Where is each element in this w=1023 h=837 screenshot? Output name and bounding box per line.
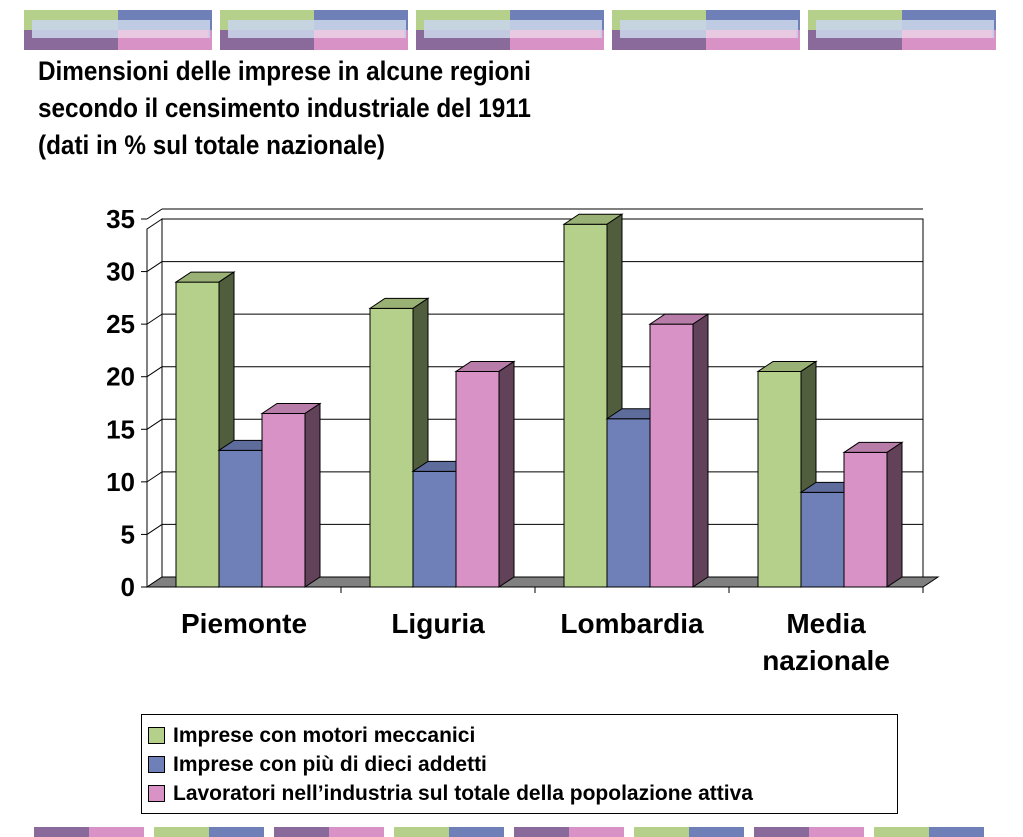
bar-side: [692, 313, 709, 588]
gridline-side: [146, 366, 163, 378]
gridline-side: [146, 208, 163, 220]
bar: [842, 441, 904, 588]
banner-highlight: [314, 30, 404, 38]
title-line-1: Dimensioni delle imprese in alcune regio…: [38, 56, 531, 86]
banner-block-4: [612, 10, 800, 50]
legend-item-addetti: Imprese con più di dieci addetti: [148, 750, 897, 779]
x-category-label: Media: [786, 608, 866, 639]
bar-front: [412, 470, 457, 588]
bar-side: [498, 360, 515, 588]
title-line-3: (dati in % sul totale nazionale): [38, 130, 385, 160]
bar: [260, 402, 322, 588]
bottom-banner-cell: [274, 827, 329, 837]
y-tick-label: 10: [106, 467, 135, 497]
bar: [454, 360, 516, 588]
legend-label: Imprese con motori meccanici: [173, 723, 476, 747]
bottom-banner-cell: [34, 827, 89, 837]
bottom-banner-cell: [634, 827, 689, 837]
chart-legend: Imprese con motori meccanici Imprese con…: [141, 714, 898, 814]
bar-front: [175, 281, 220, 588]
bar-front: [218, 449, 263, 588]
bottom-banner-cell: [209, 827, 264, 837]
bar-side: [886, 441, 903, 588]
bar-front: [261, 413, 306, 588]
bottom-banner-cell: [754, 827, 809, 837]
legend-item-lavoratori: Lavoratori nell’industria sul totale del…: [148, 779, 897, 808]
chart-title: Dimensioni delle imprese in alcune regio…: [38, 53, 686, 164]
x-category-label: nazionale: [762, 645, 890, 676]
bar-front: [563, 223, 608, 588]
gridline-side: [146, 418, 163, 430]
bar-front: [369, 307, 414, 588]
bottom-banner-cell: [929, 827, 984, 837]
y-tick-label: 20: [106, 362, 135, 392]
bars: [174, 213, 904, 588]
legend-item-motori: Imprese con motori meccanici: [148, 721, 897, 750]
y-tick-label: 15: [106, 414, 135, 444]
bottom-banner-cell: [154, 827, 209, 837]
bar: [756, 360, 818, 588]
gridline-side: [146, 471, 163, 483]
bottom-banner-cell: [394, 827, 449, 837]
bar-front: [843, 451, 888, 588]
banner-block-5: [808, 10, 996, 50]
bar-front: [649, 323, 694, 588]
bar-front: [757, 370, 802, 588]
y-tick-label: 35: [106, 204, 135, 234]
bar-front: [606, 418, 651, 588]
legend-label: Lavoratori nell’industria sul totale del…: [173, 781, 753, 805]
x-category-label: Lombardia: [560, 608, 704, 639]
legend-swatch-green: [148, 727, 165, 744]
bar: [648, 313, 710, 588]
legend-label: Imprese con più di dieci addetti: [173, 752, 487, 776]
gridline-side: [146, 524, 163, 535]
y-tick-label: 5: [121, 519, 135, 549]
bottom-decorative-banner: [34, 827, 984, 837]
legend-swatch-blue: [148, 756, 165, 773]
banner-highlight: [902, 30, 992, 38]
y-tick-label: 30: [106, 257, 135, 287]
bottom-banner-cell: [449, 827, 504, 837]
bar-side: [304, 402, 321, 588]
banner-block-2: [220, 10, 408, 50]
banner-block-1: [24, 10, 212, 50]
legend-swatch-pink: [148, 785, 165, 802]
banner-block-3: [416, 10, 604, 50]
bottom-banner-cell: [689, 827, 744, 837]
banner-highlight: [706, 30, 796, 38]
bottom-banner-cell: [89, 827, 144, 837]
bottom-banner-cell: [809, 827, 864, 837]
top-decorative-banner: [24, 10, 996, 50]
bottom-banner-cell: [569, 827, 624, 837]
banner-highlight: [118, 30, 208, 38]
gridline-side: [146, 313, 163, 325]
x-category-label: Liguria: [391, 608, 485, 639]
bottom-banner-cell: [514, 827, 569, 837]
banner-highlight: [510, 30, 600, 38]
bar-front: [455, 370, 500, 588]
bar-front: [800, 491, 845, 588]
y-tick-label: 0: [121, 572, 135, 602]
y-tick-label: 25: [106, 309, 135, 339]
x-category-label: Piemonte: [181, 608, 307, 639]
title-line-2: secondo il censimento industriale del 19…: [38, 93, 531, 123]
gridline-side: [146, 261, 163, 272]
y-axis: 0 5 10 15 20 25 30 35 Piemonte Liguria Lombardia Me…: [106, 204, 924, 676]
bottom-banner-cell: [329, 827, 384, 837]
side-wall: [146, 218, 163, 588]
bottom-banner-cell: [874, 827, 929, 837]
